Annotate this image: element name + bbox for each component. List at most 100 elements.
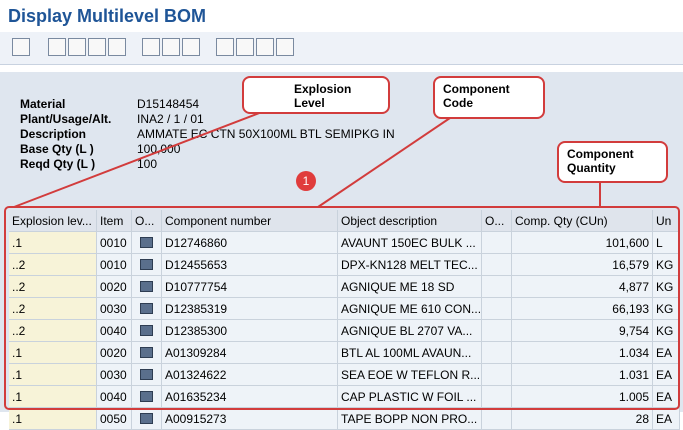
table-cell: .1 <box>9 386 97 408</box>
toolbar <box>0 32 683 65</box>
table-cell: 0030 <box>97 298 132 320</box>
table-cell: 0040 <box>97 386 132 408</box>
table-cell: AGNIQUE BL 2707 VA... <box>338 320 482 342</box>
tool-button[interactable] <box>276 38 294 56</box>
empty-cell <box>482 364 512 386</box>
table-cell: 4,877 <box>512 276 653 298</box>
field-label: Plant/Usage/Alt. <box>20 112 112 126</box>
tool-button[interactable] <box>256 38 274 56</box>
table-cell: D12385300 <box>162 320 338 342</box>
table-cell: .1 <box>9 342 97 364</box>
table-cell: 101,600 <box>512 232 653 254</box>
table-cell: ..2 <box>9 320 97 342</box>
table-cell: SEA EOE W TEFLON R... <box>338 364 482 386</box>
bom-icon <box>140 303 153 314</box>
bom-icon <box>140 259 153 270</box>
table-cell: 0040 <box>97 320 132 342</box>
callout-line <box>317 117 451 208</box>
table-cell: KG <box>653 320 680 342</box>
table-cell: 0020 <box>97 276 132 298</box>
table-cell: 9,754 <box>512 320 653 342</box>
bom-icon <box>140 325 153 336</box>
tool-button[interactable] <box>68 38 86 56</box>
field-label: Material <box>20 97 66 111</box>
table-cell: DPX-KN128 MELT TEC... <box>338 254 482 276</box>
badge <box>296 171 316 191</box>
bom-icon <box>140 369 153 380</box>
tool-button[interactable] <box>182 38 200 56</box>
table-cell: 0010 <box>97 254 132 276</box>
object-icon-cell <box>132 342 162 364</box>
table-cell: D12455653 <box>162 254 338 276</box>
table-cell: D10777754 <box>162 276 338 298</box>
table-cell: A01324622 <box>162 364 338 386</box>
table-highlight <box>4 206 680 410</box>
object-icon-cell <box>132 232 162 254</box>
callout-component-quantity: Component Quantity <box>557 141 668 183</box>
table-cell: ..2 <box>9 298 97 320</box>
callout-explosion: Explosion Level <box>242 76 390 114</box>
tool-button[interactable] <box>162 38 180 56</box>
object-icon-cell <box>132 276 162 298</box>
table-cell: AGNIQUE ME 18 SD <box>338 276 482 298</box>
bom-icon <box>140 413 153 424</box>
table-cell: A01309284 <box>162 342 338 364</box>
empty-cell <box>482 320 512 342</box>
field-label: Reqd Qty (L ) <box>20 157 96 171</box>
field-value: AMMATE EC CTN 50X100ML BTL SEMIPKG IN <box>137 127 395 141</box>
column-header: Comp. Qty (CUn) <box>512 210 653 232</box>
table-cell: ..2 <box>9 276 97 298</box>
page: Display Multilevel BOM Material D15148454… <box>0 6 683 430</box>
table-cell: AGNIQUE ME 610 CON... <box>338 298 482 320</box>
column-header: Item <box>97 210 132 232</box>
table-cell: 0020 <box>97 342 132 364</box>
tool-button[interactable] <box>108 38 126 56</box>
badge-label: 1 <box>303 174 310 188</box>
table-cell: D12385319 <box>162 298 338 320</box>
field-label: Base Qty (L ) <box>20 142 94 156</box>
table-cell: CAP PLASTIC W FOIL ... <box>338 386 482 408</box>
object-icon-cell <box>132 364 162 386</box>
callout-line <box>13 111 263 208</box>
object-icon-cell <box>132 298 162 320</box>
column-header: Explosion lev... <box>9 210 97 232</box>
table-cell: 0010 <box>97 232 132 254</box>
table-cell: 1.031 <box>512 364 653 386</box>
table-cell: 16,579 <box>512 254 653 276</box>
object-icon-cell <box>132 320 162 342</box>
bom-icon <box>140 391 153 402</box>
column-header: O... <box>482 210 512 232</box>
table-cell: .1 <box>9 364 97 386</box>
object-icon-cell <box>132 386 162 408</box>
object-icon-cell <box>132 254 162 276</box>
field-value: 100 <box>137 157 158 171</box>
table-cell: A01635234 <box>162 386 338 408</box>
field-label: Description <box>20 127 87 141</box>
page-title: Display Multilevel BOM <box>8 6 207 26</box>
tool-button[interactable] <box>48 38 66 56</box>
empty-cell <box>482 298 512 320</box>
field-value: D15148454 <box>137 97 200 111</box>
bom-icon <box>140 347 153 358</box>
bom-icon <box>140 237 153 248</box>
tool-button[interactable] <box>216 38 234 56</box>
callout-component-code: Component Code <box>433 76 545 119</box>
tool-button[interactable] <box>88 38 106 56</box>
table-cell: D12746860 <box>162 232 338 254</box>
column-header: O... <box>132 210 162 232</box>
field-value: 100,000 <box>137 142 181 156</box>
tool-button[interactable] <box>142 38 160 56</box>
table-cell: KG <box>653 298 680 320</box>
table-cell: 66,193 <box>512 298 653 320</box>
empty-cell <box>482 386 512 408</box>
empty-cell <box>482 232 512 254</box>
column-header: Object description <box>338 210 482 232</box>
field-value: INA2 / 1 / 01 <box>137 112 204 126</box>
tool-button[interactable] <box>236 38 254 56</box>
bom-icon <box>140 281 153 292</box>
table-cell: .1 <box>9 232 97 254</box>
empty-cell <box>482 276 512 298</box>
tool-button[interactable] <box>12 38 30 56</box>
table-cell: 0030 <box>97 364 132 386</box>
table-cell: AVAUNT 150EC BULK ... <box>338 232 482 254</box>
